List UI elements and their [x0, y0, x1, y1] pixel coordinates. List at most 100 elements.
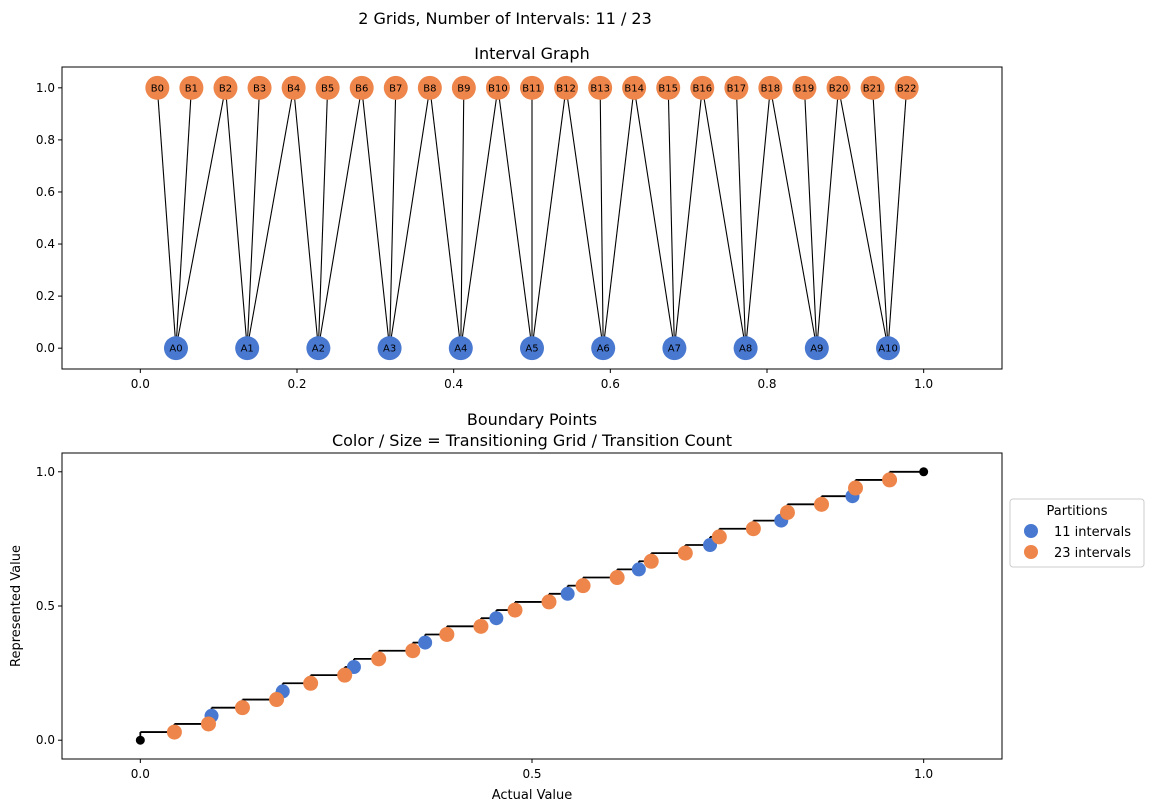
edge-A7-B15 — [667, 87, 675, 349]
x-tick-label: 0.2 — [287, 377, 306, 391]
y-tick-label: 0.2 — [36, 289, 55, 303]
x-tick-label: 0.0 — [131, 767, 150, 781]
x-tick-label: 1.0 — [914, 767, 933, 781]
node-b16 — [690, 75, 715, 100]
boundary-points-panel: Boundary Points Color / Size = Transitio… — [9, 410, 1145, 803]
point-23-intervals — [848, 480, 864, 496]
node-label-a4: A4 — [454, 344, 467, 355]
node-b15 — [656, 75, 681, 100]
y-tick-label: 1.0 — [36, 81, 55, 95]
node-b10 — [485, 75, 510, 100]
boundary-points-title: Boundary Points — [467, 410, 597, 429]
y-tick-label: 0.0 — [36, 341, 55, 355]
point-23-intervals — [234, 700, 250, 716]
node-label-a5: A5 — [525, 344, 538, 355]
node-layer: A0 A1 A2 A3 A4 A5 A6 A7 A8 A9 A10 B0 B1 B2 B3 B4 B5 B6 B7 B… — [145, 75, 919, 361]
node-label-a2: A2 — [312, 344, 325, 355]
node-label-b17: B17 — [727, 83, 747, 94]
interval-graph-title: Interval Graph — [474, 44, 589, 63]
y-axis-label: Represented Value — [9, 545, 24, 667]
node-label-b13: B13 — [590, 83, 610, 94]
node-label-b3: B3 — [253, 83, 266, 94]
node-a7 — [662, 336, 687, 361]
node-a4 — [448, 336, 473, 361]
x-tick-label: 0.4 — [444, 377, 463, 391]
node-label-b2: B2 — [219, 83, 232, 94]
node-b20 — [826, 75, 851, 100]
interval-graph-axes-frame — [61, 66, 1003, 370]
legend-marker-23-intervals — [1024, 545, 1038, 559]
point-23-intervals — [439, 626, 455, 642]
edge-A10-B20 — [837, 87, 889, 349]
node-a8 — [733, 336, 758, 361]
boundary-points-ticks: 0.0 0.5 1.0 0.0 0.5 1.0 — [36, 465, 933, 781]
boundary-points-subtitle: Color / Size = Transitioning Grid / Tran… — [332, 431, 732, 450]
point-23-intervals — [200, 716, 216, 732]
node-b2 — [213, 75, 238, 100]
point-23-intervals — [677, 545, 693, 561]
edge-A0-B1 — [175, 87, 192, 349]
x-tick-label: 0.5 — [522, 767, 541, 781]
point-23-intervals — [507, 602, 523, 618]
x-tick-label: 0.0 — [131, 377, 150, 391]
node-a3 — [377, 336, 402, 361]
node-b14 — [622, 75, 647, 100]
point-23-intervals — [882, 472, 898, 488]
node-a9 — [804, 336, 829, 361]
x-tick-label: 1.0 — [914, 377, 933, 391]
node-label-a3: A3 — [383, 344, 396, 355]
boundary-points-layer — [135, 467, 929, 745]
node-label-b22: B22 — [897, 83, 917, 94]
node-b12 — [554, 75, 579, 100]
point-23-intervals — [371, 651, 387, 667]
node-b4 — [281, 75, 306, 100]
point-23-intervals — [779, 504, 795, 520]
edge-A8-B18 — [745, 87, 771, 349]
node-label-a8: A8 — [739, 344, 752, 355]
step-line-layer — [139, 470, 924, 741]
node-b3 — [247, 75, 272, 100]
point-23-intervals — [711, 529, 727, 545]
node-b1 — [179, 75, 204, 100]
node-b8 — [417, 75, 442, 100]
node-label-b0: B0 — [151, 83, 164, 94]
node-label-a6: A6 — [597, 344, 610, 355]
legend: Partitions 11 intervals 23 intervals — [1009, 498, 1145, 568]
boundary-points-axes-frame — [61, 452, 1003, 760]
node-b11 — [520, 75, 544, 100]
x-tick-label: 0.8 — [757, 377, 776, 391]
edge-A9-B19 — [803, 87, 818, 349]
node-b7 — [383, 75, 408, 100]
node-label-a10: A10 — [878, 344, 898, 355]
edge-A9-B18 — [769, 87, 818, 349]
edge-A7-B16 — [673, 87, 703, 349]
point-23-intervals — [609, 570, 625, 586]
legend-label-11-intervals: 11 intervals — [1054, 525, 1131, 540]
node-a0 — [163, 336, 188, 361]
y-tick-label: 0.0 — [36, 733, 55, 747]
node-label-b15: B15 — [658, 83, 678, 94]
node-label-a0: A0 — [169, 344, 182, 355]
edge-A5-B10 — [497, 87, 533, 349]
node-label-b10: B10 — [488, 83, 508, 94]
node-label-b19: B19 — [795, 83, 815, 94]
legend-box — [1009, 498, 1145, 568]
x-axis-label: Actual Value — [492, 788, 573, 803]
node-b9 — [451, 75, 476, 100]
point-23-intervals — [337, 667, 353, 683]
point-23-intervals — [269, 692, 285, 708]
edge-A6-B14 — [602, 87, 635, 349]
edge-A10-B22 — [887, 87, 908, 349]
legend-label-23-intervals: 23 intervals — [1054, 546, 1131, 561]
node-b19 — [792, 75, 817, 100]
edge-layer — [156, 87, 908, 349]
edge-A3-B8 — [389, 87, 431, 349]
legend-marker-11-intervals — [1024, 524, 1038, 538]
node-label-b5: B5 — [321, 83, 334, 94]
node-label-b8: B8 — [423, 83, 436, 94]
interval-graph-panel: Interval Graph A0 A1 A2 A3 A4 A5 A6 A7 A8 A9 A10 B0… — [36, 44, 1003, 391]
node-a6 — [591, 336, 616, 361]
edge-A0-B2 — [175, 87, 227, 349]
edge-A3-B7 — [389, 87, 397, 349]
